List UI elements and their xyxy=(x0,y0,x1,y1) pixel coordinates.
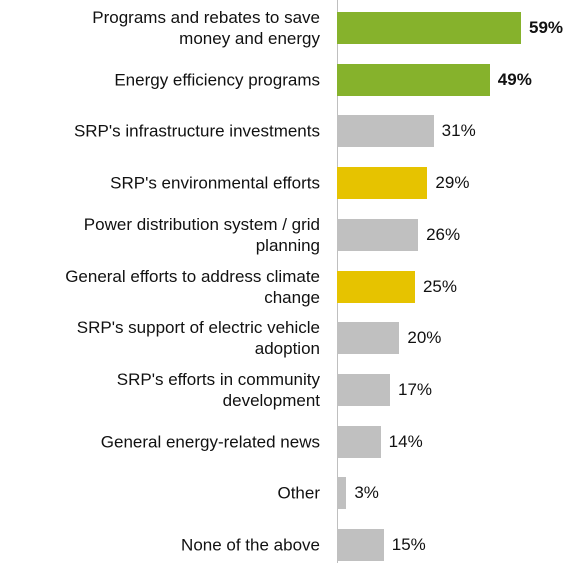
category-label: None of the above xyxy=(181,535,320,555)
category-label: General energy-related news xyxy=(100,432,320,452)
bar xyxy=(337,373,390,406)
category-label: Other xyxy=(277,483,320,503)
bar xyxy=(337,270,415,303)
value-label: 59% xyxy=(528,18,564,37)
value-label: 17% xyxy=(398,379,433,399)
bar xyxy=(337,477,347,510)
value-label: 25% xyxy=(422,276,457,296)
value-label: 14% xyxy=(388,431,423,451)
category-label: SRP's environmental efforts xyxy=(110,173,320,193)
bar xyxy=(337,167,428,200)
bar xyxy=(337,12,521,44)
category-label: General efforts to address climate chang… xyxy=(65,266,320,307)
value-label: 3% xyxy=(354,483,379,503)
value-label: 15% xyxy=(391,535,426,554)
value-label: 29% xyxy=(435,173,470,193)
category-label: Power distribution system / grid plannin… xyxy=(83,214,320,255)
category-label: Energy efficiency programs xyxy=(114,70,320,90)
value-label: 49% xyxy=(497,69,532,89)
category-label: SRP's infrastructure investments xyxy=(73,121,320,141)
bar xyxy=(337,425,381,458)
bar xyxy=(337,115,434,148)
category-label: Programs and rebates to save money and e… xyxy=(92,8,320,48)
bar xyxy=(337,63,490,96)
bar xyxy=(337,322,400,355)
value-label: 26% xyxy=(426,224,461,244)
value-label: 31% xyxy=(441,121,476,141)
value-label: 20% xyxy=(407,328,442,348)
category-label: SRP's efforts in community development xyxy=(116,369,320,410)
bar xyxy=(337,529,384,561)
category-label: SRP's support of electric vehicle adopti… xyxy=(76,318,320,359)
bar xyxy=(337,218,419,251)
